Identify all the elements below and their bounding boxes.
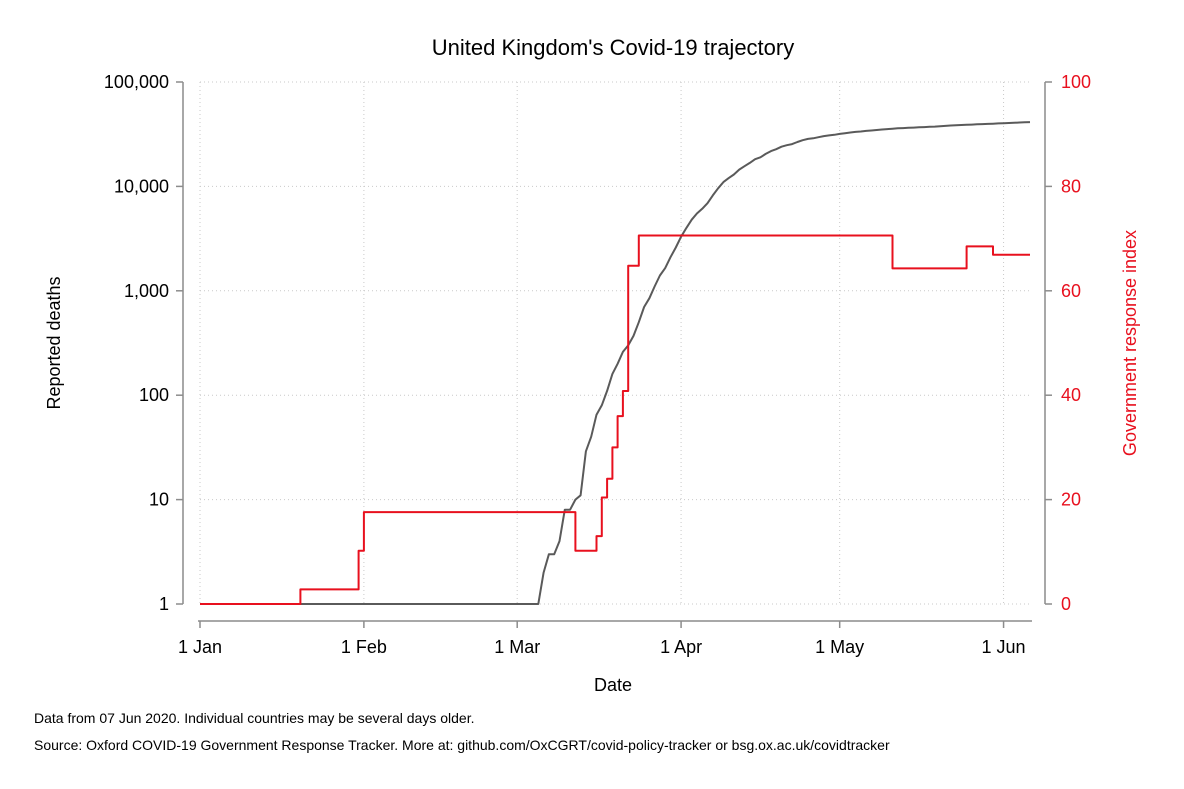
bottom-axis-tick-label: 1 May	[815, 637, 864, 657]
right-axis-tick-label: 20	[1061, 490, 1081, 510]
bottom-axis-tick-label: 1 Mar	[494, 637, 540, 657]
data-date-note: Data from 07 Jun 2020. Individual countr…	[34, 710, 475, 726]
gridlines	[199, 81, 1030, 605]
right-axis-tick-label: 60	[1061, 281, 1081, 301]
axes	[176, 81, 1052, 628]
right-axis-tick-label: 0	[1061, 594, 1071, 614]
series-layer	[200, 121, 1031, 605]
deaths-line	[200, 121, 1031, 605]
left-axis-tick-label: 1,000	[124, 281, 169, 301]
right-axis-tick-label: 100	[1061, 72, 1091, 92]
x-axis-label: Date	[594, 675, 632, 695]
left-axis-tick-label: 100	[139, 385, 169, 405]
tick-labels: 1 10 100 1,000 10,000 100,000 0 20 40 60 80 100 1 Ja…	[104, 72, 1091, 657]
left-axis-tick-label: 1	[159, 594, 169, 614]
left-axis-tick-label: 10,000	[114, 176, 169, 196]
chart-title: United Kingdom's Covid-19 trajectory	[432, 35, 794, 60]
right-axis-tick-label: 40	[1061, 385, 1081, 405]
y-axis-label: Reported deaths	[44, 276, 64, 409]
bottom-axis-tick-label: 1 Jun	[982, 637, 1026, 657]
y2-axis-label: Government response index	[1120, 230, 1140, 456]
bottom-axis-tick-label: 1 Feb	[341, 637, 387, 657]
bottom-axis-tick-label: 1 Jan	[178, 637, 222, 657]
bottom-axis-tick-label: 1 Apr	[660, 637, 702, 657]
left-axis-tick-label: 10	[149, 490, 169, 510]
source-note: Source: Oxford COVID-19 Government Respo…	[34, 737, 890, 753]
left-axis-tick-label: 100,000	[104, 72, 169, 92]
right-axis-tick-label: 80	[1061, 176, 1081, 196]
response-index-line	[200, 234, 1030, 605]
